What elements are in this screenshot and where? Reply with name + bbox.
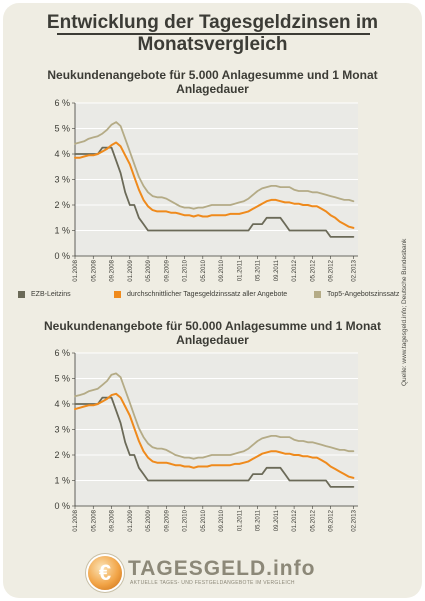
chart1-x-tick-label: 01.2009: [128, 259, 134, 281]
chart1-x-tick-label: 09.2008: [110, 259, 116, 281]
chart1-x-tick-label: 01.2010: [183, 259, 189, 281]
chart1-series-average-line: [74, 141, 355, 229]
chart2-x-tick-label: 05.2012: [310, 509, 316, 531]
chart1-y-tick-label: 5 %: [54, 124, 70, 134]
chart2-x-tick-label: 01.2008: [73, 509, 79, 531]
logo-subtitle: AKTUELLE TAGES- UND FESTGELDANGEBOTE IM …: [130, 580, 295, 586]
chart2-x-tick-label: 05.2008: [91, 509, 97, 531]
logo-wordmark: TAGESGELD.info: [128, 557, 316, 580]
legend-label-ezb: EZB-Leitzins: [31, 291, 71, 298]
chart1-y-tick-label: 4 %: [54, 149, 70, 159]
chart2-y-tick-label: 4 %: [54, 399, 70, 409]
chart1-x-tick-label: 09.2009: [164, 259, 170, 281]
chart2-x-tick-label: 01.2011: [237, 509, 243, 531]
chart1-x-tick-label: 09.2010: [219, 259, 225, 281]
chart1-x-tick-label: 09.2011: [274, 259, 280, 281]
legend-item-average: durchschnittlicher Tagesgeldzinssatz all…: [114, 291, 287, 298]
chart2-y-tick-label: 5 %: [54, 374, 70, 384]
chart1-x-tick-label: 01.2011: [237, 259, 243, 281]
chart1-x-tick-label: 05.2011: [256, 259, 262, 281]
chart2-x-tick-label: 09.2011: [274, 509, 280, 531]
euro-coin-icon: [88, 556, 122, 590]
legend: EZB-Leitzins durchschnittlicher Tagesgel…: [6, 291, 416, 305]
legend-swatch-average: [114, 291, 121, 298]
chart2-x-tick-label: 01.2012: [292, 509, 298, 531]
chart1-y-tick-label: 6 %: [54, 98, 70, 108]
chart2-y-tick-label: 6 %: [54, 348, 70, 358]
chart2-x-tick-label: 09.2010: [219, 509, 225, 531]
chart1-y-tick-label: 3 %: [54, 175, 70, 185]
chart1-x-tick-label: 01.2012: [292, 259, 298, 281]
chart2-x-tick-label: 09.2012: [329, 509, 335, 531]
legend-label-average: durchschnittlicher Tagesgeldzinssatz all…: [127, 291, 288, 298]
legend-label-top5: Top5-Angebotszinssatz: [327, 291, 400, 298]
chart1-series-ezb-line: [74, 146, 355, 238]
euro-symbol: €: [98, 560, 112, 585]
chart2-series-top5-line: [74, 372, 355, 460]
chart2-x-tick-label: 05.2011: [256, 509, 262, 531]
chart1-series-top5-line: [74, 121, 355, 210]
title-underline: [57, 33, 370, 35]
legend-swatch-ezb: [18, 291, 25, 298]
chart1-y-tick-label: 0 %: [54, 251, 70, 261]
chart1-y-tick-label: 1 %: [54, 226, 70, 236]
legend-item-top5: Top5-Angebotszinssatz: [314, 291, 399, 298]
chart2-x-tick-label: 05.2009: [146, 509, 152, 531]
chart2-y-tick-label: 3 %: [54, 425, 70, 435]
chart1-x-tick-label: 09.2012: [329, 259, 335, 281]
chart1-x-tick-label: 05.2008: [91, 259, 97, 281]
chart2-y-tick-label: 1 %: [54, 476, 70, 486]
chart1-x-tick-label: 05.2010: [201, 259, 207, 281]
legend-item-ezb: EZB-Leitzins: [18, 291, 71, 298]
chart2-x-tick-label: 09.2009: [164, 509, 170, 531]
chart2-y-tick-label: 2 %: [54, 450, 70, 460]
chart2-x-tick-label: 05.2010: [201, 509, 207, 531]
chart2-x-tick-label: 01.2010: [183, 509, 189, 531]
chart2-y-tick-label: 0 %: [54, 501, 70, 511]
chart1-x-tick-label: 02.2013: [351, 259, 357, 281]
chart1-x-tick-label: 05.2012: [310, 259, 316, 281]
chart2-x-tick-label: 02.2013: [351, 509, 357, 531]
chart1: 0 % 1 % 2 % 3 % 4 % 5 % 6 % 01.2008 05.2008 09.20…: [54, 98, 358, 282]
page-title: Entwicklung der Tagesgeldzinsen im Monat…: [46, 12, 379, 55]
chart2-x-tick-label: 01.2009: [128, 509, 134, 531]
legend-swatch-top5: [314, 291, 321, 298]
brand-logo: € TAGESGELD.info AKTUELLE TAGES- UND FES…: [88, 556, 338, 592]
chart2-series-ezb-line: [74, 396, 355, 488]
chart2-series-average-line: [74, 392, 355, 479]
chart1-x-tick-label: 05.2009: [146, 259, 152, 281]
chart1-title: Neukundenangebote für 5.000 Anlagesumme …: [47, 68, 378, 96]
chart2-x-tick-label: 09.2008: [110, 509, 116, 531]
chart1-x-tick-label: 01.2008: [73, 259, 79, 281]
chart2-title: Neukundenangebote für 50.000 Anlagesumme…: [44, 319, 381, 347]
chart1-y-tick-label: 2 %: [54, 200, 70, 210]
source-note: Quelle: www.tagesgeld.info; Deutsche Bun…: [401, 238, 408, 386]
chart2: 0 % 1 % 2 % 3 % 4 % 5 % 6 % 01.2008 05.2008 09.20…: [54, 348, 358, 532]
